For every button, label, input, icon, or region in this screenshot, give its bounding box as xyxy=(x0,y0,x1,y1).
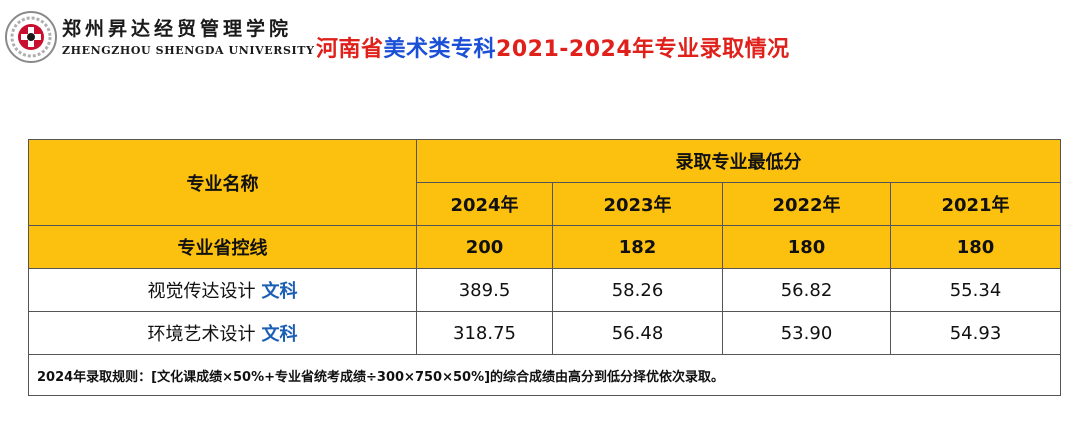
header-major-name: 专业名称 xyxy=(28,139,417,226)
year-2024: 2024年 xyxy=(416,182,553,226)
score-2023: 56.48 xyxy=(552,311,723,355)
university-emblem-icon xyxy=(5,11,57,63)
major-name: 环境艺术设计 xyxy=(147,324,256,345)
table-row: 环境艺术设计 文科 318.75 56.48 53.90 54.93 xyxy=(28,311,1061,355)
year-2022: 2022年 xyxy=(722,182,891,226)
major-name-cell: 视觉传达设计 文科 xyxy=(28,268,417,312)
major-name-cell: 环境艺术设计 文科 xyxy=(28,311,417,355)
title-category: 美术类专科 xyxy=(383,37,497,62)
title-province: 河南省 xyxy=(316,37,384,62)
year-2023: 2023年 xyxy=(552,182,723,226)
logo-english-name: ZHENGZHOU SHENGDA UNIVERSITY xyxy=(62,44,315,57)
control-line-row: 专业省控线 200 182 180 180 xyxy=(28,225,1061,269)
logo-chinese-name: 郑州昇达经贸管理学院 xyxy=(62,18,293,40)
control-line-2024: 200 xyxy=(416,225,553,269)
score-2024: 318.75 xyxy=(416,311,553,355)
page-header: 郑州昇达经贸管理学院 ZHENGZHOU SHENGDA UNIVERSITY … xyxy=(0,0,1080,80)
score-2022: 53.90 xyxy=(722,311,891,355)
major-category: 文科 xyxy=(261,281,298,302)
score-2021: 55.34 xyxy=(890,268,1061,312)
major-name: 视觉传达设计 xyxy=(147,281,256,302)
admission-rule-note: 2024年录取规则：[文化课成绩×50%+专业省统考成绩÷300×750×50%… xyxy=(28,354,1061,396)
control-line-label: 专业省控线 xyxy=(28,225,417,269)
score-2021: 54.93 xyxy=(890,311,1061,355)
table-row: 视觉传达设计 文科 389.5 58.26 56.82 55.34 xyxy=(28,268,1061,312)
score-2022: 56.82 xyxy=(722,268,891,312)
admission-score-table: 专业名称 录取专业最低分 2024年 2023年 2022年 2021年 专业省… xyxy=(28,139,1061,396)
note-row: 2024年录取规则：[文化课成绩×50%+专业省统考成绩÷300×750×50%… xyxy=(28,354,1061,396)
control-line-2022: 180 xyxy=(722,225,891,269)
control-line-2021: 180 xyxy=(890,225,1061,269)
page-title: 河南省美术类专科2021-2024年专业录取情况 xyxy=(316,31,790,63)
university-logo: 郑州昇达经贸管理学院 ZHENGZHOU SHENGDA UNIVERSITY xyxy=(4,10,314,66)
major-category: 文科 xyxy=(261,324,298,345)
year-2021: 2021年 xyxy=(890,182,1061,226)
title-rest: 2021-2024年专业录取情况 xyxy=(496,37,790,62)
score-2023: 58.26 xyxy=(552,268,723,312)
control-line-2023: 182 xyxy=(552,225,723,269)
score-2024: 389.5 xyxy=(416,268,553,312)
header-min-score: 录取专业最低分 xyxy=(416,139,1061,183)
table-header-row: 专业名称 录取专业最低分 xyxy=(28,139,1061,226)
table-year-row: 2024年 2023年 2022年 2021年 xyxy=(29,182,1061,226)
